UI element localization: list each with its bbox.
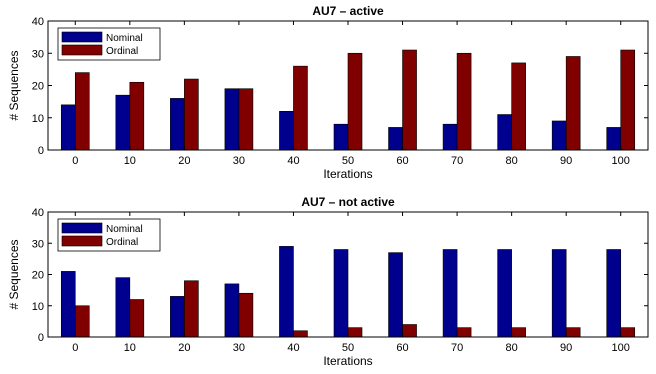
x-axis-label: Iterations (323, 167, 372, 181)
y-tick-label: 40 (32, 207, 44, 219)
bar-nominal-60 (388, 127, 403, 151)
y-tick-label: 10 (32, 113, 44, 125)
bar-nominal-70 (442, 249, 458, 338)
bar-ordinal-100 (620, 327, 636, 338)
chart-title: AU7 – active (312, 4, 384, 18)
bar-ordinal-60 (402, 49, 417, 151)
bar-nominal-90 (551, 249, 567, 338)
x-tick-label: 30 (233, 155, 245, 167)
y-tick-label: 30 (32, 238, 44, 250)
bar-ordinal-90 (565, 56, 581, 151)
x-tick-label: 20 (178, 342, 190, 354)
bar-nominal-10 (115, 94, 131, 151)
bar-nominal-50 (333, 249, 349, 338)
legend-swatch-nominal (61, 222, 103, 234)
bar-ordinal-20 (184, 78, 199, 151)
bar-nominal-0 (60, 271, 76, 338)
bar-ordinal-100 (620, 49, 636, 151)
x-tick-label: 60 (396, 155, 408, 167)
y-axis-label: # Sequences (7, 50, 21, 120)
bar-ordinal-40 (293, 330, 308, 338)
bar-ordinal-90 (565, 327, 581, 338)
bar-nominal-30 (224, 88, 240, 151)
bar-ordinal-70 (456, 327, 472, 338)
bar-nominal-100 (606, 127, 622, 151)
bar-ordinal-10 (129, 299, 145, 338)
x-tick-label: 60 (396, 342, 408, 354)
x-tick-label: 40 (287, 155, 299, 167)
bar-nominal-80 (497, 249, 512, 338)
legend-swatch-ordinal (61, 44, 103, 56)
y-tick-label: 30 (32, 48, 44, 60)
x-tick-label: 90 (560, 342, 572, 354)
x-tick-label: 40 (287, 342, 299, 354)
y-tick-label: 20 (32, 81, 44, 93)
y-tick-label: 0 (38, 332, 44, 344)
x-axis-label: Iterations (323, 354, 372, 368)
bar-nominal-50 (333, 123, 349, 151)
legend-label-nominal: Nominal (106, 224, 143, 235)
bar-ordinal-70 (456, 52, 472, 151)
bar-ordinal-30 (238, 88, 254, 151)
y-tick-label: 0 (38, 145, 44, 157)
bar-ordinal-60 (402, 324, 417, 338)
bar-ordinal-50 (347, 52, 363, 151)
bar-nominal-20 (170, 98, 185, 151)
bar-nominal-20 (170, 296, 185, 338)
x-tick-label: 0 (72, 342, 78, 354)
bar-nominal-40 (279, 111, 294, 151)
x-tick-label: 50 (342, 342, 354, 354)
bar-ordinal-10 (129, 81, 145, 151)
bar-nominal-70 (442, 123, 458, 151)
x-tick-label: 90 (560, 155, 572, 167)
bar-nominal-60 (388, 252, 403, 338)
bar-nominal-80 (497, 114, 512, 151)
y-tick-label: 20 (32, 270, 44, 282)
bar-nominal-10 (115, 277, 131, 338)
legend-swatch-ordinal (61, 235, 103, 247)
bar-ordinal-80 (511, 327, 526, 338)
bar-ordinal-20 (184, 280, 199, 338)
bar-nominal-90 (551, 120, 567, 151)
x-tick-label: 100 (612, 155, 630, 167)
x-tick-label: 80 (506, 155, 518, 167)
bar-ordinal-50 (347, 327, 363, 338)
bar-ordinal-0 (74, 72, 90, 151)
bar-nominal-0 (60, 104, 76, 151)
chart-panel-1: 0 10 20 30 40 0 10 20 30 40 50 60 70 80 90 100 AU7 – not… (7, 195, 649, 368)
x-tick-label: 70 (451, 342, 463, 354)
chart-panel-0: 0 10 20 30 40 0 10 20 30 40 50 60 70 80 90 100 AU7 – act… (7, 4, 649, 181)
y-tick-label: 40 (32, 16, 44, 28)
bar-nominal-30 (224, 283, 240, 338)
legend-label-nominal: Nominal (106, 33, 143, 44)
y-axis-label: # Sequences (7, 239, 21, 309)
x-tick-label: 70 (451, 155, 463, 167)
x-tick-label: 0 (72, 155, 78, 167)
bar-ordinal-0 (74, 305, 90, 338)
legend-swatch-nominal (61, 31, 103, 43)
chart-title: AU7 – not active (301, 195, 395, 209)
bar-nominal-40 (279, 246, 294, 338)
x-tick-label: 10 (124, 342, 136, 354)
y-tick-label: 10 (32, 301, 44, 313)
bar-ordinal-30 (238, 292, 254, 338)
x-tick-label: 50 (342, 155, 354, 167)
x-tick-label: 10 (124, 155, 136, 167)
legend-label-ordinal: Ordinal (106, 237, 138, 248)
bar-ordinal-40 (293, 65, 308, 151)
bar-ordinal-80 (511, 62, 526, 151)
x-tick-label: 30 (233, 342, 245, 354)
bar-nominal-100 (606, 249, 622, 338)
legend-label-ordinal: Ordinal (106, 46, 138, 57)
x-tick-label: 20 (178, 155, 190, 167)
x-tick-label: 100 (612, 342, 630, 354)
x-tick-label: 80 (506, 342, 518, 354)
